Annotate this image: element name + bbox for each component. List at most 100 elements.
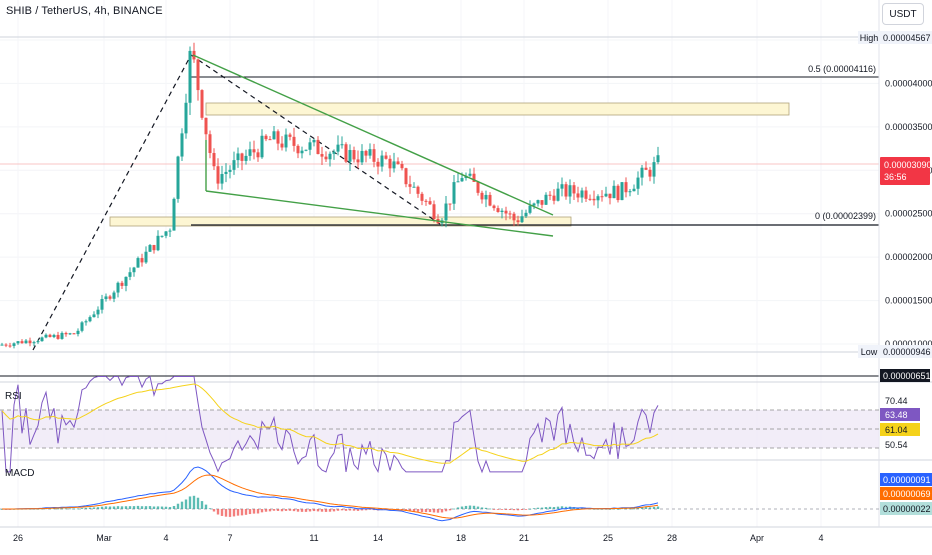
macd-histogram-bar <box>168 507 172 509</box>
macd-histogram-bar <box>128 506 132 509</box>
candle-body <box>148 245 152 252</box>
candle-body <box>156 235 160 251</box>
macd-histogram-bar <box>296 509 300 512</box>
rsi-band <box>0 410 879 448</box>
candle-body <box>236 153 240 161</box>
candle-body <box>432 204 436 219</box>
macd-histogram-bar <box>640 507 644 509</box>
macd-series <box>0 466 660 522</box>
time-tick-label: Mar <box>96 533 112 543</box>
macd-histogram-bar <box>164 506 168 509</box>
candle-body <box>404 168 408 185</box>
candle-body <box>608 193 612 199</box>
macd-histogram-bar <box>160 506 164 509</box>
candle-body <box>584 190 588 199</box>
macd-histogram-bar <box>608 508 612 510</box>
wedge-lower-trendline[interactable] <box>205 190 554 237</box>
high-tag-bg <box>858 31 880 44</box>
macd-histogram-bar <box>340 509 344 511</box>
candle-body <box>136 258 140 268</box>
candle-body <box>92 314 96 318</box>
macd-histogram-bar <box>440 509 444 513</box>
price-tick-label: 0.00001000 <box>885 339 932 349</box>
macd-histogram-bar <box>560 506 564 509</box>
macd-histogram-bar <box>60 508 64 510</box>
candle-body <box>84 321 88 323</box>
macd-histogram-bar <box>252 509 256 514</box>
candle-body <box>644 167 648 170</box>
time-tick-label: 28 <box>667 533 677 543</box>
wedge-upper-trendline[interactable] <box>192 54 554 216</box>
rsi-ma-badge <box>880 423 920 436</box>
macd-histogram-bar <box>628 508 632 510</box>
candle-body <box>28 340 32 344</box>
candle-body <box>0 344 4 346</box>
macd-histogram-bar <box>68 508 72 510</box>
macd-histogram-bar <box>120 506 124 509</box>
candle-body <box>424 200 428 202</box>
macd-histogram-bar <box>308 509 312 512</box>
candle-body <box>152 245 156 251</box>
time-axis[interactable]: 26 Mar 4 7 11 14 18 21 25 28 Apr 4 <box>13 533 824 543</box>
rsi-ma-value: 61.04 <box>885 425 908 435</box>
macd-histogram-bar <box>80 508 84 509</box>
candle-body <box>376 161 380 167</box>
macd-histogram-bar <box>72 508 76 510</box>
macd-histogram-bar <box>224 509 228 517</box>
candle-body <box>168 230 172 232</box>
candle-body <box>624 182 628 193</box>
candle-body <box>280 143 284 148</box>
candle-body <box>104 296 108 300</box>
currency-button[interactable]: USDT <box>882 3 924 25</box>
macd-histogram-bar <box>100 506 104 509</box>
fib-0.5-label: 0.5 (0.00004116) <box>808 64 876 74</box>
candle-body <box>184 102 188 134</box>
candle-body <box>488 194 492 206</box>
candle-body <box>112 292 116 299</box>
candle-body <box>16 341 20 344</box>
candle-body <box>144 251 148 263</box>
time-tick-label: 14 <box>373 533 383 543</box>
macd-histogram-bar <box>624 508 628 510</box>
time-tick-label: 11 <box>309 533 318 543</box>
macd-histogram-bar <box>260 509 264 513</box>
macd-histogram-bar <box>288 509 292 511</box>
candle-body <box>68 333 72 335</box>
macd-histogram-bar <box>360 509 364 511</box>
candle-body <box>532 203 536 206</box>
candle-body <box>632 188 636 192</box>
high-value: 0.00004567 <box>883 33 931 43</box>
time-tick-label: 26 <box>13 533 23 543</box>
candle-body <box>80 322 84 331</box>
candle-body <box>120 282 124 286</box>
candle-body <box>604 193 608 197</box>
price-axis[interactable]: 0.000045000.000040000.000035000.00003000… <box>885 35 932 349</box>
signal-value-badge <box>880 487 932 500</box>
candle-body <box>64 332 68 335</box>
macd-histogram-bar <box>64 508 68 510</box>
macd-histogram-bar <box>352 509 356 511</box>
macd-histogram-bar <box>464 505 468 509</box>
candle-body <box>344 144 348 162</box>
candle-body <box>220 174 224 184</box>
candle-body <box>536 200 540 204</box>
macd-histogram-bar <box>180 501 184 509</box>
macd-histogram-bar <box>220 509 224 516</box>
macd-histogram-bar <box>536 507 540 509</box>
candle-body <box>512 213 516 221</box>
macd-histogram-bar <box>96 507 100 509</box>
macd-histogram-bar <box>320 509 324 512</box>
candle-body <box>332 151 336 154</box>
macd-histogram-bar <box>504 509 508 510</box>
macd-histogram-bar <box>472 505 476 509</box>
macd-histogram-bar <box>52 508 56 510</box>
price-tick-label: 0.00002000 <box>885 252 932 262</box>
macd-histogram-bar <box>132 506 136 509</box>
candle-body <box>580 190 584 198</box>
macd-histogram-bar <box>444 509 448 512</box>
macd-histogram-bar <box>136 505 140 509</box>
macd-histogram-bar <box>204 504 208 509</box>
macd-histogram-bar <box>528 508 532 510</box>
